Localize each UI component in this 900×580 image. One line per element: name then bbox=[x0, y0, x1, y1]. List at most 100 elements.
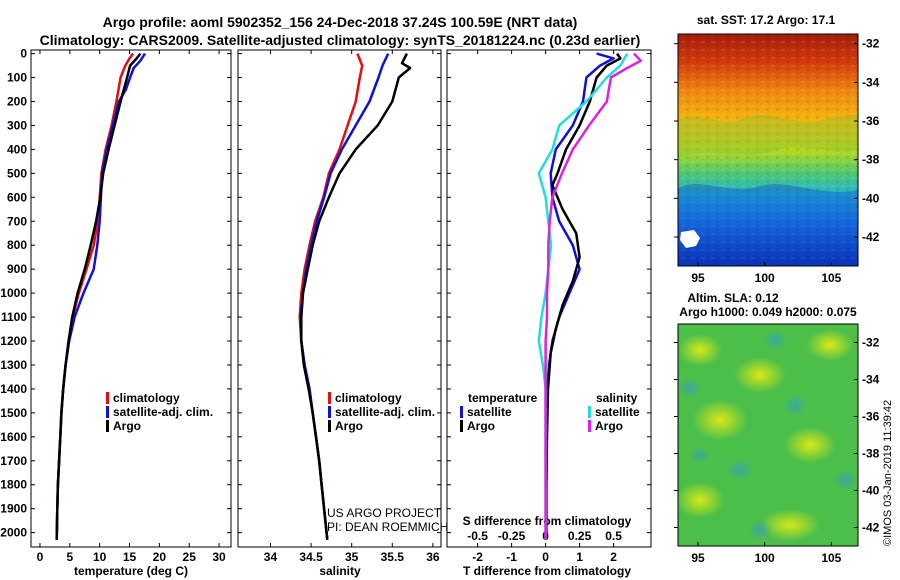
depth-tick-label: 1300 bbox=[0, 358, 27, 372]
series-line-argo bbox=[55, 52, 142, 540]
depth-tick-label: 900 bbox=[7, 262, 27, 276]
x-tick-label: 0 bbox=[542, 550, 549, 564]
sla-anomaly bbox=[784, 427, 836, 463]
legend-swatch-t-argo bbox=[460, 420, 463, 432]
depth-tick-label: 300 bbox=[7, 118, 27, 132]
legend-label-argo: Argo bbox=[113, 419, 141, 433]
title-line-2: Climatology: CARS2009. Satellite-adjuste… bbox=[40, 32, 641, 48]
t-difference-axis-label: T difference from climatology bbox=[463, 564, 631, 578]
sst-map-texture bbox=[678, 34, 858, 266]
difference-temperature-legend: temperature satellite Argo bbox=[460, 391, 538, 433]
depth-tick-label: 100 bbox=[7, 71, 27, 85]
sst-land-mask bbox=[680, 230, 700, 248]
depth-tick-label: 700 bbox=[7, 214, 27, 228]
map-x-tick-label: 95 bbox=[691, 271, 705, 285]
x-tick-label: 15 bbox=[123, 550, 137, 564]
series-group bbox=[55, 52, 147, 540]
series-line-salinity-argo bbox=[544, 52, 643, 540]
sla-anomaly bbox=[678, 378, 702, 398]
legend-label-t-argo: Argo bbox=[467, 419, 495, 433]
depth-tick-label: 1100 bbox=[1, 310, 27, 324]
x-tick-label: 10 bbox=[93, 550, 107, 564]
legend-label-satellite: satellite-adj. clim. bbox=[335, 405, 435, 419]
x-tick-label: -2 bbox=[472, 550, 483, 564]
sst-map-frame bbox=[677, 33, 859, 267]
sla-map-frame bbox=[677, 323, 859, 547]
sla-anomaly bbox=[783, 394, 807, 416]
x-tick-label: 30 bbox=[212, 550, 226, 564]
sla-anomaly bbox=[690, 446, 710, 464]
x-tick-label: 0 bbox=[37, 550, 44, 564]
series-line-temperature-argo bbox=[545, 52, 622, 540]
legend-swatch-s-argo bbox=[588, 420, 591, 432]
map-y-tick-label: -40 bbox=[862, 191, 880, 205]
x-tick-label: 2 bbox=[610, 550, 617, 564]
legend-label-argo: Argo bbox=[335, 419, 363, 433]
sst-map-title: sat. SST: 17.2 Argo: 17.1 bbox=[697, 13, 836, 27]
map-y-tick-label: -42 bbox=[862, 230, 880, 244]
legend-swatch-satellite bbox=[106, 406, 109, 418]
map-y-tick-label: -40 bbox=[862, 484, 880, 498]
map-y-tick-label: -34 bbox=[862, 75, 880, 89]
x-tick-label: 34 bbox=[264, 550, 278, 564]
sla-anomaly bbox=[678, 334, 722, 366]
x-tick-label: 36 bbox=[426, 550, 440, 564]
x-tick-label: 5 bbox=[66, 550, 73, 564]
sla-anomaly bbox=[763, 330, 787, 350]
legend-swatch-climatology bbox=[106, 392, 109, 404]
depth-tick-label: 1600 bbox=[0, 430, 27, 444]
depth-tick-label: 1800 bbox=[0, 478, 27, 492]
x-tick-label: 20 bbox=[153, 550, 167, 564]
depth-tick-label: 2000 bbox=[0, 526, 27, 540]
legend-swatch-argo bbox=[328, 420, 331, 432]
depth-tick-label: 1700 bbox=[0, 454, 27, 468]
legend-swatch-satellite bbox=[328, 406, 331, 418]
series-group bbox=[298, 53, 412, 540]
depth-tick-label: 800 bbox=[7, 238, 27, 252]
legend-label-satellite: satellite-adj. clim. bbox=[113, 405, 213, 419]
sst-cold-water bbox=[678, 184, 858, 266]
project-annotation-line-1: US ARGO PROJECT bbox=[327, 506, 442, 520]
depth-tick-label: 1000 bbox=[0, 286, 27, 300]
series-line-satellite-adj-clim- bbox=[55, 52, 147, 540]
depth-tick-label: 1900 bbox=[0, 502, 27, 516]
sst-front-band bbox=[678, 114, 858, 158]
sla-map-subtitle: Argo h1000: 0.049 h2000: 0.075 bbox=[679, 305, 857, 319]
title-line-1: Argo profile: aoml 5902352_156 24-Dec-20… bbox=[103, 14, 578, 30]
imos-credit: ©IMOS 03-Jan-2019 11:39:42 bbox=[882, 400, 894, 546]
depth-tick-label: 1200 bbox=[0, 334, 27, 348]
temperature-legend: climatology satellite-adj. clim. Argo bbox=[106, 391, 213, 433]
legend-title-salinity: salinity bbox=[596, 391, 638, 405]
map-y-tick-label: -36 bbox=[862, 410, 880, 424]
sla-anomaly bbox=[806, 329, 854, 361]
map-x-tick-label: 100 bbox=[755, 271, 775, 285]
plot-marks: 0100200300400500600700800900100011001200… bbox=[0, 37, 879, 565]
map-y-tick-label: -32 bbox=[862, 37, 880, 51]
sla-map-title: Altim. SLA: 0.12 bbox=[687, 291, 779, 305]
salinity-axis-label: salinity bbox=[319, 564, 361, 578]
sla-anomaly bbox=[676, 482, 724, 518]
legend-title-temperature: temperature bbox=[468, 391, 538, 405]
x-tick-label: 25 bbox=[183, 550, 197, 564]
map-y-tick-label: -34 bbox=[862, 373, 880, 387]
legend-label-t-satellite: satellite bbox=[467, 405, 512, 419]
legend-swatch-argo bbox=[106, 420, 109, 432]
legend-swatch-s-satellite bbox=[588, 406, 591, 418]
series-group bbox=[537, 52, 643, 540]
map-x-tick-label: 95 bbox=[691, 551, 705, 565]
series-line-salinity-satellite bbox=[537, 52, 629, 540]
s-tick-label: -0.5 bbox=[467, 529, 488, 543]
sla-anomaly bbox=[692, 400, 748, 440]
series-line-climatology bbox=[298, 53, 364, 540]
legend-label-s-satellite: satellite bbox=[595, 405, 640, 419]
map-x-tick-label: 105 bbox=[821, 551, 841, 565]
legend-label-climatology: climatology bbox=[113, 391, 180, 405]
temperature-axis-label: temperature (deg C) bbox=[74, 564, 188, 578]
map-y-tick-label: -32 bbox=[862, 336, 880, 350]
depth-tick-label: 200 bbox=[7, 94, 27, 108]
s-tick-label: 0.25 bbox=[568, 529, 592, 543]
series-line-climatology bbox=[55, 52, 135, 540]
x-tick-label: -1 bbox=[506, 550, 517, 564]
depth-tick-label: 0 bbox=[20, 47, 27, 61]
x-tick-label: 1 bbox=[576, 550, 583, 564]
